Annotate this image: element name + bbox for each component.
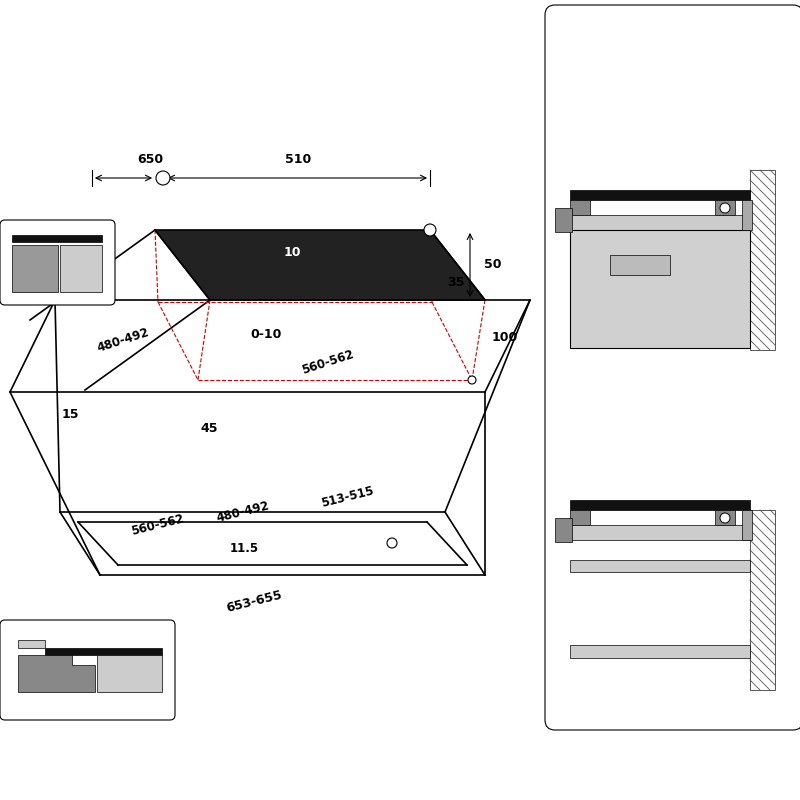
Text: 20: 20 (777, 610, 792, 620)
Polygon shape (570, 645, 750, 658)
Polygon shape (570, 560, 750, 572)
Polygon shape (750, 170, 775, 350)
Polygon shape (610, 255, 670, 275)
Polygon shape (97, 655, 162, 692)
Text: 247.5: 247.5 (636, 170, 674, 182)
Polygon shape (155, 230, 485, 300)
Polygon shape (570, 215, 750, 230)
Text: 35: 35 (447, 276, 464, 289)
Text: 11.5: 11.5 (230, 542, 259, 555)
Polygon shape (570, 190, 750, 200)
Circle shape (720, 513, 730, 523)
FancyBboxPatch shape (0, 220, 115, 305)
Text: 45: 45 (200, 422, 218, 435)
Circle shape (387, 538, 397, 548)
Polygon shape (742, 510, 752, 540)
Text: 653-655: 653-655 (225, 589, 284, 615)
Text: 10: 10 (284, 246, 302, 259)
Text: 0-10: 0-10 (250, 328, 282, 341)
FancyBboxPatch shape (545, 5, 800, 730)
Text: 20: 20 (777, 285, 792, 295)
Text: 480-492: 480-492 (215, 499, 270, 525)
Text: 15: 15 (62, 408, 79, 421)
Text: 247.5: 247.5 (636, 479, 674, 493)
Polygon shape (12, 235, 102, 242)
FancyBboxPatch shape (0, 620, 175, 720)
Polygon shape (12, 245, 58, 292)
Polygon shape (715, 200, 735, 215)
Text: min 12: min 12 (614, 449, 666, 462)
Text: 560-562: 560-562 (130, 512, 186, 538)
Polygon shape (555, 208, 572, 232)
Text: 60: 60 (595, 610, 610, 620)
Text: 10: 10 (566, 551, 580, 561)
Circle shape (424, 224, 436, 236)
Text: 510: 510 (285, 153, 311, 166)
Text: 100: 100 (492, 331, 518, 344)
Text: 6: 6 (15, 628, 23, 638)
Polygon shape (715, 510, 735, 525)
Polygon shape (742, 200, 752, 230)
Text: 50: 50 (484, 258, 502, 271)
Polygon shape (45, 648, 162, 655)
Polygon shape (60, 245, 102, 292)
Polygon shape (18, 655, 95, 692)
Circle shape (720, 203, 730, 213)
Polygon shape (570, 200, 590, 215)
Text: min 28: min 28 (614, 138, 666, 151)
Text: 560-562: 560-562 (300, 348, 355, 377)
Text: 4: 4 (59, 234, 68, 247)
Polygon shape (750, 510, 775, 690)
Polygon shape (570, 230, 750, 348)
Polygon shape (570, 500, 750, 510)
Text: 650: 650 (137, 153, 163, 166)
Text: 480-492: 480-492 (95, 326, 150, 355)
Polygon shape (570, 525, 750, 540)
Polygon shape (18, 640, 45, 648)
Circle shape (156, 171, 170, 185)
Circle shape (468, 376, 476, 384)
Polygon shape (570, 510, 590, 525)
Polygon shape (555, 518, 572, 542)
Text: 513-515: 513-515 (320, 484, 375, 510)
